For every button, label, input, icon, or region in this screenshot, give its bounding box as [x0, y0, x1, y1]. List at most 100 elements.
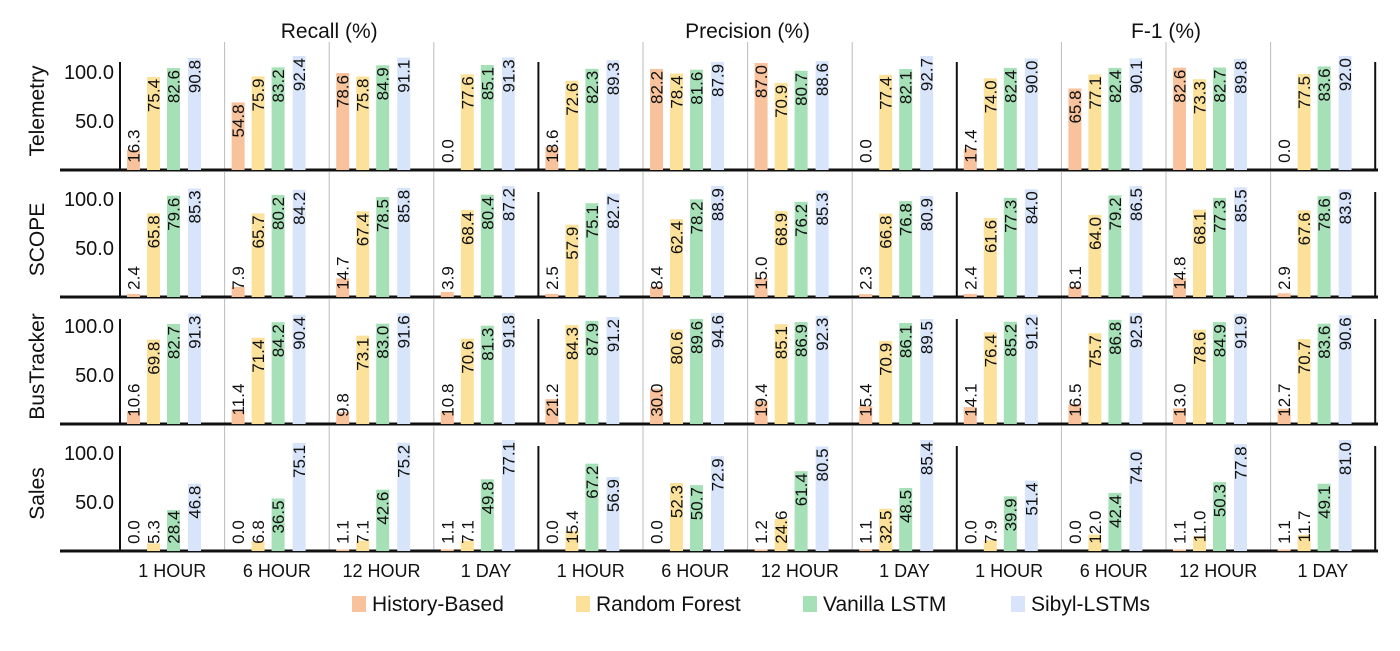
bar-vanilla-lstm: [1317, 196, 1331, 297]
data-label: 16.3: [125, 130, 144, 163]
data-label: 57.9: [563, 227, 582, 260]
x-tick-label: 6 HOUR: [661, 561, 729, 581]
data-label: 89.6: [688, 321, 707, 354]
data-label: 71.4: [249, 340, 268, 373]
data-label: 1.1: [857, 520, 876, 544]
data-label: 76.4: [981, 334, 1000, 367]
bar-random-forest: [1193, 329, 1206, 424]
data-label: 75.4: [145, 79, 164, 112]
data-label: 77.3: [1001, 200, 1020, 233]
bar-sibyl-lstms: [1024, 480, 1038, 551]
data-label: 75.2: [395, 445, 414, 478]
data-label: 86.1: [897, 325, 916, 358]
bar-vanilla-lstm: [271, 498, 285, 551]
data-label: 13.0: [1171, 384, 1190, 417]
data-label: 74.0: [981, 80, 1000, 113]
bar-vanilla-lstm: [899, 487, 913, 551]
data-label: 52.3: [668, 485, 687, 518]
data-label: 14.1: [961, 384, 980, 417]
bar-sibyl-lstms: [188, 313, 201, 424]
data-label: 10.8: [438, 384, 457, 417]
bar-history-based: [859, 405, 873, 424]
bar-sibyl-lstms: [606, 60, 620, 170]
data-label: 90.6: [1336, 317, 1355, 350]
data-label: 82.1: [897, 71, 916, 104]
data-label: 84.0: [1022, 191, 1041, 224]
legend-swatch: [803, 596, 817, 612]
bar-random-forest: [983, 217, 997, 297]
bar-sibyl-lstms: [920, 318, 934, 424]
legend-label: Vanilla LSTM: [823, 593, 946, 616]
x-tick-label: 12 HOUR: [342, 561, 420, 581]
legend-swatch: [576, 596, 590, 612]
data-label: 15.4: [857, 384, 876, 417]
y-tick-label: 50.0: [75, 111, 114, 133]
bar-random-forest: [983, 78, 997, 170]
bar-vanilla-lstm: [167, 195, 180, 297]
data-label: 91.3: [499, 59, 518, 92]
data-label: 77.1: [499, 442, 518, 475]
bar-random-forest: [879, 74, 893, 170]
data-label: 30.0: [648, 384, 667, 417]
bar-sibyl-lstms: [920, 195, 934, 297]
data-label: 2.5: [543, 266, 562, 290]
bar-history-based: [545, 147, 559, 170]
bar-history-based: [127, 149, 140, 170]
bar-sibyl-lstms: [606, 477, 620, 551]
bar-sibyl-lstms: [606, 193, 620, 297]
data-label: 85.8: [395, 190, 414, 223]
data-label: 65.8: [1066, 90, 1085, 123]
bar-sibyl-lstms: [397, 187, 411, 297]
bar-random-forest: [565, 325, 579, 424]
data-label: 68.9: [772, 213, 791, 246]
data-label: 90.1: [1127, 60, 1146, 93]
bar-sibyl-lstms: [188, 57, 201, 170]
bar-history-based: [1173, 408, 1186, 424]
bar-random-forest: [1088, 74, 1102, 170]
data-label: 90.0: [1022, 60, 1041, 93]
bar-sibyl-lstms: [1338, 56, 1352, 170]
data-label: 74.0: [1127, 452, 1146, 485]
bar-random-forest: [1193, 535, 1206, 551]
bar-random-forest: [879, 340, 893, 424]
data-label: 83.9: [1336, 191, 1355, 224]
bar-random-forest: [251, 337, 265, 424]
data-label: 78.6: [1315, 198, 1334, 231]
bar-vanilla-lstm: [1213, 482, 1226, 551]
bar-random-forest: [460, 338, 474, 424]
bar-vanilla-lstm: [271, 322, 285, 424]
data-label: 78.2: [688, 201, 707, 234]
bar-vanilla-lstm: [1317, 66, 1331, 170]
bar-vanilla-lstm: [1003, 496, 1017, 551]
bar-vanilla-lstm: [1003, 197, 1017, 297]
bar-vanilla-lstm: [899, 69, 913, 170]
data-label: 8.1: [1066, 266, 1085, 290]
data-label: 91.1: [395, 60, 414, 93]
bar-random-forest: [460, 209, 474, 297]
data-label: 7.1: [354, 520, 373, 544]
bar-sibyl-lstms: [711, 61, 724, 171]
bar-random-forest: [460, 540, 474, 551]
data-label: 80.4: [478, 197, 497, 230]
bar-random-forest: [983, 540, 997, 551]
data-label: 82.6: [165, 70, 184, 103]
data-label: 85.2: [1001, 324, 1020, 357]
data-label: 50.3: [1211, 484, 1230, 517]
data-label: 6.8: [249, 520, 268, 544]
bar-sibyl-lstms: [1129, 313, 1143, 424]
data-label: 65.7: [249, 215, 268, 248]
data-label: 15.0: [752, 257, 771, 290]
data-label: 85.5: [1232, 189, 1251, 222]
bar-history-based: [545, 399, 559, 424]
data-label: 72.6: [563, 83, 582, 116]
data-label: 49.8: [478, 481, 497, 514]
bar-sibyl-lstms: [1234, 444, 1247, 551]
data-label: 87.9: [709, 64, 728, 97]
data-label: 92.4: [290, 58, 309, 91]
bar-vanilla-lstm: [794, 70, 808, 170]
bar-sibyl-lstms: [1234, 58, 1247, 170]
bar-sibyl-lstms: [1234, 187, 1247, 297]
bar-random-forest: [147, 76, 160, 170]
data-label: 46.8: [186, 486, 205, 519]
y-tick-label: 50.0: [75, 492, 114, 514]
